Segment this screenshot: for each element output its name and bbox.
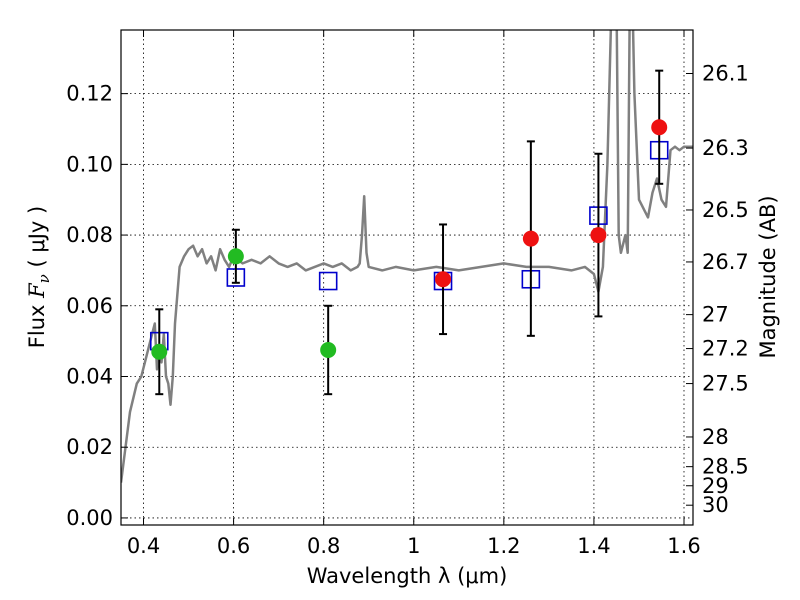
y2-axis-title: Magnitude (AB)	[756, 195, 780, 358]
model-square-point	[318, 271, 338, 291]
plot-frame	[120, 29, 694, 526]
model-spectrum-line	[121, 30, 693, 483]
x-tick-label: 1.6	[667, 534, 700, 558]
y-tick-label: 0.00	[66, 506, 113, 530]
x-tick-label: 0.6	[217, 534, 250, 558]
observation-point	[522, 230, 539, 247]
x-axis-title: Wavelength λ (μm)	[307, 564, 508, 588]
x-tick-label: 1.4	[577, 534, 610, 558]
y2-tick-label: 28.5	[702, 455, 749, 479]
y-tick-label: 0.04	[66, 365, 113, 389]
y2-tick-label: 26.3	[702, 136, 749, 160]
y-tick-label: 0.12	[66, 82, 113, 106]
axis-ticks: 0.4 0.6 0.8 1 1.2 1.4 1.6 0.00 0.02 0.04 0.06 0.08 0…	[66, 30, 749, 558]
y2-tick-label: 29	[702, 474, 729, 498]
observation-point	[651, 119, 668, 136]
y2-tick-label: 28	[702, 425, 729, 449]
y2-tick-label: 26.5	[702, 198, 749, 222]
x-tick-label: 1	[407, 534, 420, 558]
y2-tick-label: 27.5	[702, 372, 749, 396]
y-tick-label: 0.10	[66, 152, 113, 176]
y2-tick-label: 26.7	[702, 250, 749, 274]
y2-tick-label: 27.2	[702, 337, 749, 361]
y2-tick-label: 30	[702, 493, 729, 517]
y2-tick-label: 27	[702, 303, 729, 327]
y-tick-label: 0.06	[66, 294, 113, 318]
observation-point	[151, 343, 168, 360]
y-tick-label: 0.08	[66, 223, 113, 247]
y2-tick-label: 26.1	[702, 61, 749, 85]
y-tick-label: 0.02	[66, 435, 113, 459]
y-axis-title-subscript: ν	[35, 274, 53, 283]
observation-point	[435, 271, 452, 288]
data-series	[149, 69, 669, 396]
y-axis-title-tail: ( μJy )	[25, 206, 49, 274]
x-tick-label: 0.8	[307, 534, 340, 558]
x-tick-label: 1.2	[487, 534, 520, 558]
observation-point	[590, 227, 607, 244]
y-axis-title-symbol: F	[25, 282, 49, 299]
grid	[121, 30, 693, 525]
observation-point	[227, 248, 244, 265]
y-axis-title: Flux Fν ( μJy )	[25, 206, 53, 348]
x-tick-label: 0.4	[127, 534, 160, 558]
y-axis-title-lead: Flux	[25, 298, 49, 348]
observation-point	[320, 341, 337, 358]
